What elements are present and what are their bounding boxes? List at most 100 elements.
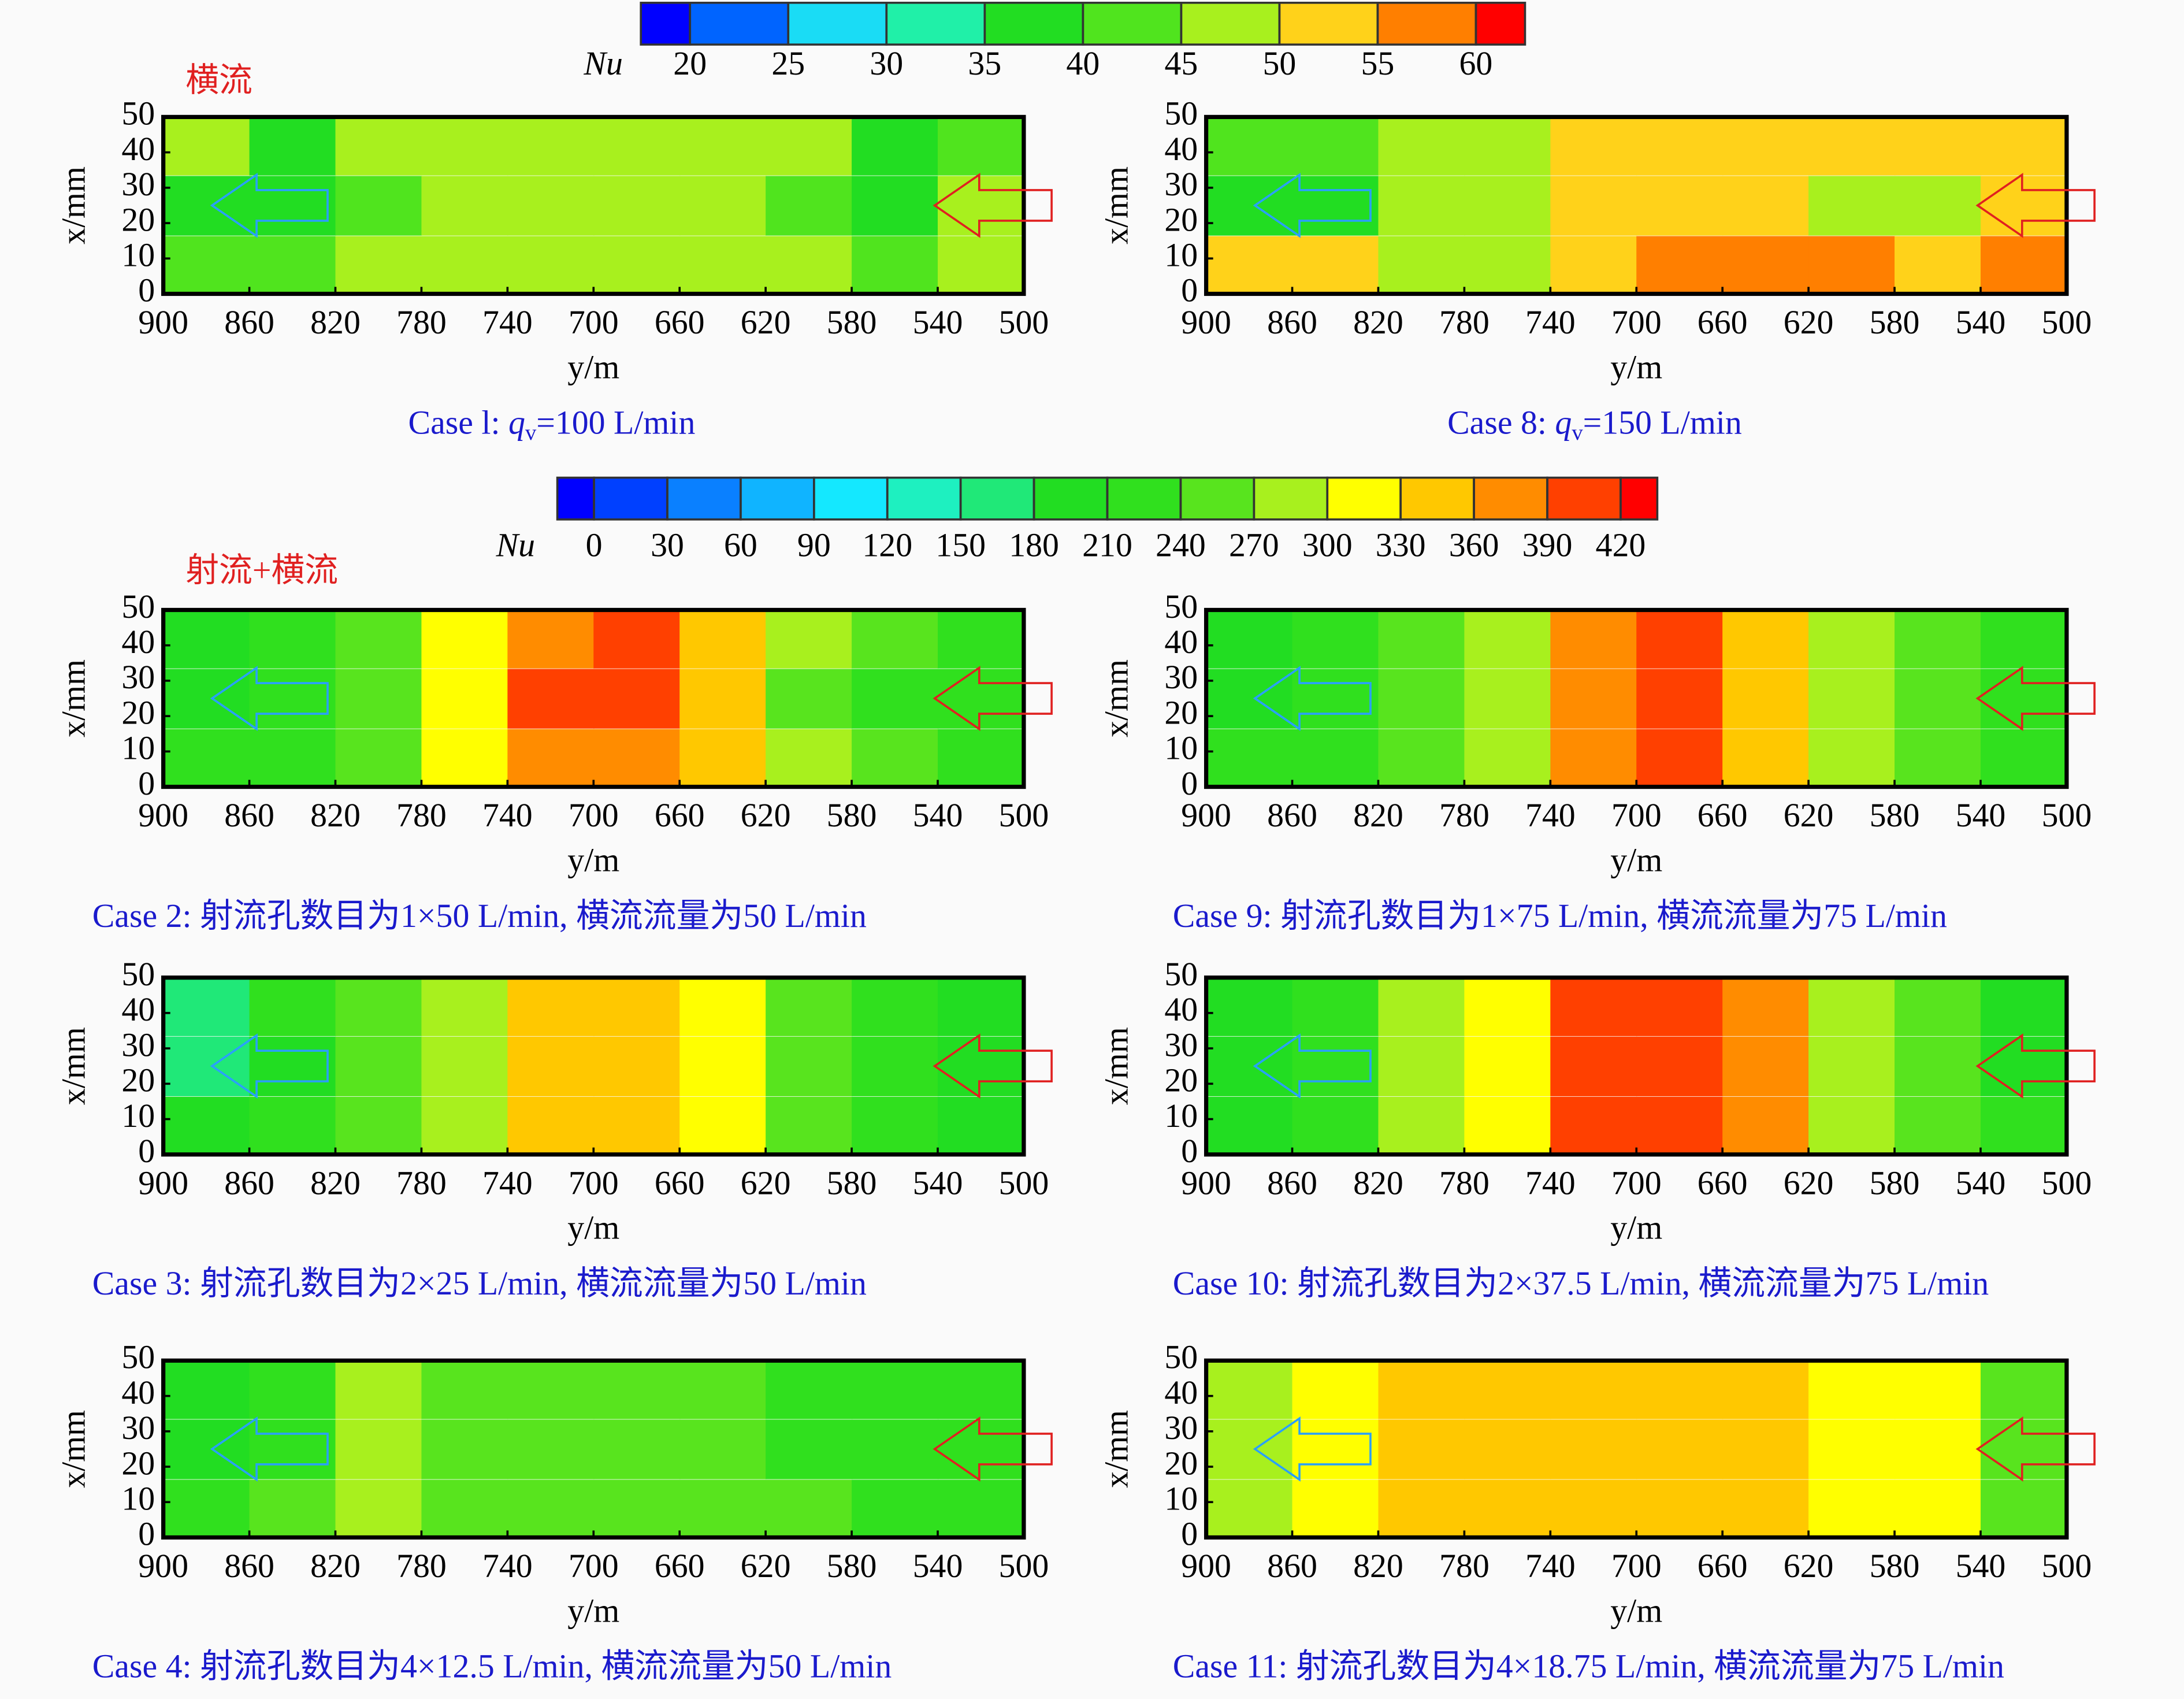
- heat-cell: [1895, 1036, 1982, 1096]
- x-tick-label: 860: [224, 303, 274, 341]
- heat-cell: [766, 1479, 853, 1540]
- x-tick-label: 820: [1353, 303, 1403, 341]
- flow-arrow: [210, 172, 329, 238]
- y-tick-label: 30: [1164, 1026, 1198, 1063]
- y-tick-label: 10: [1164, 1480, 1198, 1518]
- x-tick-label: 780: [396, 303, 447, 341]
- y-tick-label: 30: [121, 165, 155, 203]
- heat-cell: [852, 669, 939, 729]
- x-tick-label: 620: [1784, 796, 1834, 834]
- x-tick-label: 860: [224, 796, 274, 834]
- x-tick-label: 580: [1870, 303, 1920, 341]
- y-axis-label: x/mm: [54, 1410, 92, 1488]
- heat-cell: [1895, 236, 1982, 296]
- y-tick-label: 0: [138, 1132, 155, 1170]
- heat-cell: [1808, 1036, 1896, 1096]
- y-tick-label: 20: [1164, 201, 1198, 238]
- heat-cell: [1206, 116, 1293, 176]
- y-tick-label: 10: [121, 236, 155, 274]
- colorbar-tick-label: 180: [1009, 526, 1059, 564]
- heat-cell: [249, 669, 336, 729]
- heat-cell: [1464, 1479, 1551, 1540]
- y-tick-label: 30: [121, 658, 155, 696]
- y-tick-label: 10: [1164, 1097, 1198, 1134]
- flow-arrow: [210, 666, 329, 731]
- colorbar-tick-label: 50: [1262, 44, 1296, 82]
- heat-cell: [679, 1419, 767, 1479]
- heat-cell: [163, 1419, 250, 1479]
- y-tick-label: 30: [121, 1409, 155, 1446]
- x-tick-label: 820: [310, 303, 361, 341]
- heat-cell: [766, 609, 853, 669]
- x-tick-label: 500: [2042, 1164, 2092, 1201]
- flow-arrow: [933, 1416, 1053, 1482]
- colorbar-tick-label: 120: [862, 526, 912, 564]
- x-tick-label: 500: [999, 303, 1049, 341]
- heat-cell: [249, 976, 336, 1036]
- heat-cell: [249, 1096, 336, 1156]
- x-tick-label: 620: [1784, 1547, 1834, 1585]
- y-tick-label: 40: [1164, 1374, 1198, 1411]
- heat-cell: [1722, 1419, 1810, 1479]
- heat-cell: [852, 1359, 939, 1419]
- x-tick-label: 540: [1956, 1547, 2006, 1585]
- y-tick-label: 0: [138, 1515, 155, 1553]
- x-tick-label: 660: [655, 796, 705, 834]
- heat-cell: [507, 976, 595, 1036]
- y-tick-label: 0: [1181, 1515, 1198, 1553]
- heat-cell: [1378, 236, 1465, 296]
- colorbar-tick-label: 240: [1156, 526, 1206, 564]
- heat-cell: [1206, 1096, 1293, 1156]
- heat-cell: [1206, 1036, 1293, 1096]
- colorbar-tick-label: 150: [935, 526, 986, 564]
- heat-cell: [1378, 1419, 1465, 1479]
- heat-cell: [852, 116, 939, 176]
- heat-cell: [1378, 729, 1465, 789]
- y-tick-label: 10: [1164, 236, 1198, 274]
- heat-cell: [1895, 1096, 1982, 1156]
- heat-cell: [163, 176, 250, 236]
- heat-cell: [766, 1419, 853, 1479]
- y-axis-label: x/mm: [54, 1027, 92, 1105]
- heat-cell: [249, 176, 336, 236]
- y-tick-label: 50: [1164, 95, 1198, 132]
- colorbar-cell: [959, 476, 1035, 521]
- heat-cell: [421, 1479, 508, 1540]
- x-tick-label: 820: [1353, 796, 1403, 834]
- heat-cell: [937, 1096, 1025, 1156]
- heat-cell: [1550, 236, 1637, 296]
- heat-cell: [937, 176, 1025, 236]
- flow-arrow: [210, 1416, 329, 1482]
- x-tick-label: 660: [1698, 1547, 1748, 1585]
- colorbar-tick-label: 35: [968, 44, 1001, 82]
- heat-cell: [1722, 176, 1810, 236]
- x-tick-label: 500: [2042, 303, 2092, 341]
- x-tick-label: 580: [827, 303, 877, 341]
- colorbar-cell: [1473, 476, 1548, 521]
- x-tick-label: 540: [913, 796, 963, 834]
- x-tick-label: 580: [1870, 1164, 1920, 1201]
- heat-cell: [593, 976, 681, 1036]
- heat-cell: [1895, 609, 1982, 669]
- x-tick-label: 780: [1439, 1547, 1490, 1585]
- heat-cell: [1808, 1419, 1896, 1479]
- heat-cell: [1292, 976, 1379, 1036]
- heat-cell: [1980, 729, 2068, 789]
- heat-cell: [766, 176, 853, 236]
- colorbar-tick-label: 55: [1361, 44, 1395, 82]
- heat-cell: [679, 729, 767, 789]
- y-axis-label: x/mm: [54, 166, 92, 244]
- colorbar-tick-label: 330: [1376, 526, 1426, 564]
- heat-cell: [335, 1479, 422, 1540]
- heat-cell: [1980, 236, 2068, 296]
- heat-cell: [421, 976, 508, 1036]
- heat-cell: [1722, 1359, 1810, 1419]
- colorbar-tick-label: 40: [1066, 44, 1100, 82]
- heat-cell: [1808, 1479, 1896, 1540]
- heat-cell: [249, 609, 336, 669]
- x-tick-label: 820: [1353, 1547, 1403, 1585]
- heat-cell: [1722, 976, 1810, 1036]
- heat-cell: [766, 1359, 853, 1419]
- x-tick-label: 780: [396, 1547, 447, 1585]
- flow-arrow: [1253, 1033, 1372, 1099]
